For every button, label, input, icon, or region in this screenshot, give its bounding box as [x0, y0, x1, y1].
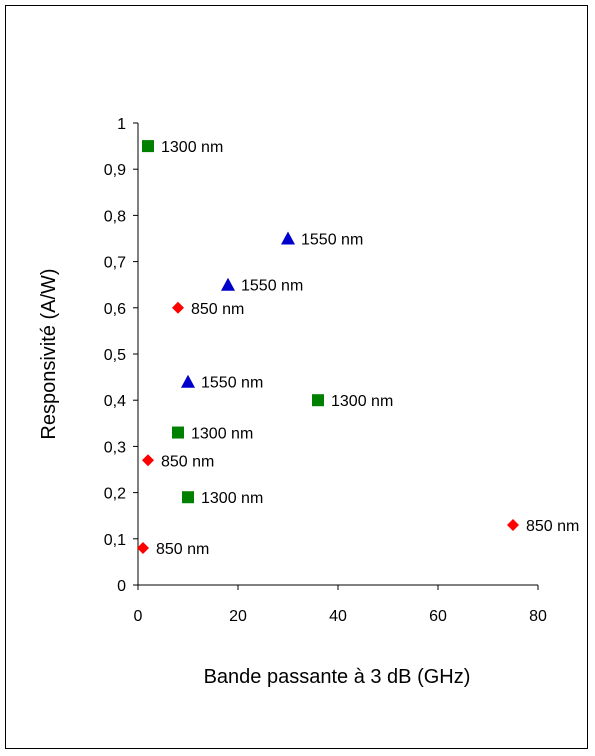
- data-points: 1300 nm 1300 nm 1300 nm 1300 nm 1550 nm 1550 …: [137, 139, 579, 558]
- point-label: 850 nm: [526, 518, 579, 535]
- y-tick-label: 0,5: [104, 347, 126, 364]
- y-tick-label: 0,7: [104, 255, 126, 272]
- square-marker: [312, 394, 324, 407]
- point-label: 1300 nm: [331, 393, 393, 410]
- point-label: 850 nm: [161, 453, 214, 470]
- chart-frame: [5, 5, 588, 749]
- diamond-marker: [142, 454, 154, 467]
- y-tick-label: 0,4: [104, 393, 126, 410]
- x-tick-label: 60: [429, 608, 447, 625]
- point-label: 1550 nm: [201, 375, 263, 392]
- diamond-marker: [172, 301, 184, 314]
- point-label: 850 nm: [156, 541, 209, 558]
- triangle-marker: [281, 231, 295, 245]
- tick-labels: 0 0,1 0,2 0,3 0,4 0,5 0,6 0,7 0,8 0,9 1 0 20 40 60 80: [104, 116, 547, 625]
- point-label: 1300 nm: [161, 139, 223, 156]
- y-tick-label: 0,8: [104, 208, 126, 225]
- y-axis-title: Responsivité (A/W): [38, 268, 60, 439]
- point-label: 1300 nm: [191, 426, 253, 443]
- point-label: 1550 nm: [241, 278, 303, 295]
- diamond-marker: [507, 518, 519, 531]
- triangle-marker: [181, 374, 195, 388]
- x-tick-label: 80: [529, 608, 547, 625]
- point-label: 1550 nm: [301, 232, 363, 249]
- x-tick-label: 0: [134, 608, 143, 625]
- y-tick-label: 0,1: [104, 532, 126, 549]
- point-label: 850 nm: [191, 301, 244, 318]
- y-tick-label: 0,9: [104, 162, 126, 179]
- square-marker: [172, 426, 184, 439]
- diamond-marker: [137, 542, 149, 555]
- square-marker: [142, 140, 154, 153]
- triangle-marker: [221, 277, 235, 291]
- square-marker: [182, 491, 194, 504]
- y-tick-label: 0,6: [104, 301, 126, 318]
- y-tick-label: 0: [117, 578, 126, 595]
- x-tick-label: 20: [229, 608, 247, 625]
- y-tick-label: 0,2: [104, 486, 126, 503]
- point-label: 1300 nm: [201, 490, 263, 507]
- y-tick-label: 0,3: [104, 439, 126, 456]
- axes: [133, 122, 539, 590]
- x-tick-label: 40: [329, 608, 347, 625]
- y-tick-label: 1: [117, 116, 126, 133]
- x-axis-title: Bande passante à 3 dB (GHz): [204, 666, 471, 688]
